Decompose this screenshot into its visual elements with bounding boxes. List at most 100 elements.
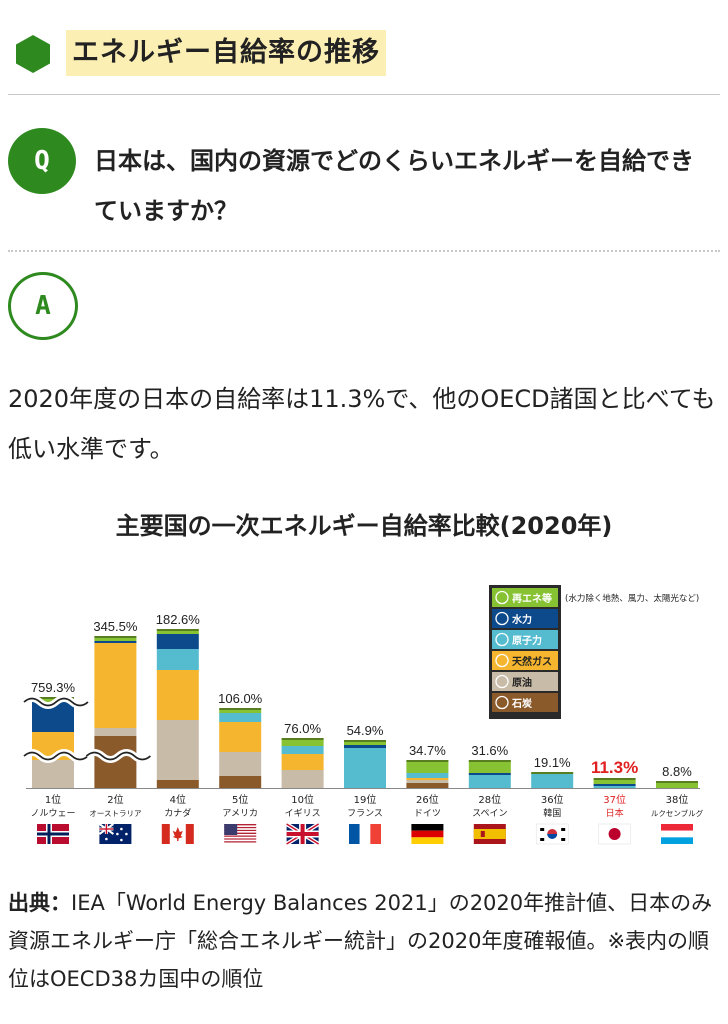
bar-segment-canada	[156, 670, 199, 720]
legend-swatch	[492, 630, 558, 649]
flag-spain-icon	[473, 824, 506, 844]
bar-top-edge	[406, 760, 449, 762]
bar-top-edge	[219, 708, 262, 710]
legend-icon	[495, 632, 509, 647]
tick-label-rank-france: 19位	[354, 793, 377, 806]
tick-label-rank-uk: 10位	[291, 793, 314, 806]
bar-segment-norway	[32, 760, 74, 788]
energy-self-sufficiency-chart: 759.3%1位ノルウェー345.5%2位オーストラリア182.6%4位カナダ1…	[21, 585, 704, 846]
tick-label-country-uk: イギリス	[285, 808, 321, 819]
bar-segment-canada	[156, 629, 199, 634]
title-highlight: エネルギー自給率の推移	[66, 30, 386, 76]
data-label-canada: 182.6%	[156, 612, 201, 627]
bar-segment-spain	[468, 773, 511, 775]
legend-icon	[495, 653, 509, 668]
data-label-spain: 31.6%	[471, 743, 508, 758]
bar-segment-canada	[156, 780, 199, 788]
tick-label-rank-spain: 28位	[478, 793, 501, 806]
section-header: エネルギー自給率の推移	[0, 18, 728, 98]
tick-label-rank-norway: 1位	[45, 793, 61, 806]
legend-swatch	[492, 672, 558, 691]
data-label-norway: 759.3%	[31, 680, 76, 695]
hexagon-icon	[16, 35, 50, 73]
tick-label-rank-australia: 2位	[107, 793, 123, 806]
legend-note: (水力除く地熱、風力、太陽光など)	[565, 593, 699, 604]
data-label-korea: 19.1%	[534, 755, 571, 770]
bar-segment-usa	[219, 722, 262, 752]
tick-label-country-australia: オーストラリア	[89, 809, 141, 818]
data-label-luxembourg: 8.8%	[662, 764, 692, 779]
tick-label-country-japan: 日本	[606, 807, 624, 819]
legend-icon	[495, 674, 509, 689]
question-text: 日本は、国内の資源でどのくらいエネルギーを自給できていますか？	[94, 147, 694, 225]
flag-germany-icon	[411, 824, 444, 844]
tick-label-rank-korea: 36位	[541, 793, 564, 806]
bar-segment-japan	[593, 786, 636, 788]
tick-label-rank-canada: 4位	[170, 793, 186, 806]
bar-segment-germany	[406, 778, 449, 780]
bar-segment-luxembourg	[656, 781, 698, 788]
tick-label-rank-germany: 26位	[416, 793, 439, 806]
tick-label-country-usa: アメリカ	[222, 808, 258, 819]
bar-segment-japan	[593, 784, 636, 786]
chart-title: 主要国の一次エネルギー自給率比較(2020年)	[115, 512, 613, 540]
flag-norway-icon	[37, 824, 69, 844]
bar-top-edge	[281, 738, 324, 740]
tick-label-country-luxembourg: ルクセンブルグ	[651, 808, 704, 818]
tick-label-country-spain: スペイン	[472, 809, 507, 819]
tick-label-country-germany: ドイツ	[414, 809, 441, 819]
legend-swatch	[492, 651, 558, 670]
axis-break-mark	[85, 751, 151, 761]
bar-segment-spain	[468, 760, 511, 773]
legend-swatch	[492, 609, 558, 628]
bar-segment-australia	[94, 728, 137, 736]
tick-label-country-canada: カナダ	[164, 807, 191, 819]
legend-swatch	[492, 693, 558, 712]
legend-entry: 原子力	[512, 634, 542, 647]
bar-segment-australia	[94, 636, 137, 641]
flag-japan-icon	[598, 823, 631, 845]
bar-segment-uk	[281, 754, 324, 770]
bar-top-edge	[32, 697, 74, 699]
legend-entry: 天然ガス	[512, 655, 552, 668]
bar-segment-germany	[406, 780, 449, 783]
divider	[8, 94, 720, 95]
bar-segment-usa	[219, 752, 262, 776]
bar-top-edge	[468, 760, 511, 762]
flag-australia-icon	[98, 823, 132, 844]
bar-segment-germany	[406, 773, 449, 778]
legend-entry: 石炭	[511, 697, 532, 710]
flag-usa-icon	[224, 824, 257, 844]
data-label-germany: 34.7%	[409, 743, 446, 758]
flag-canada-icon	[161, 824, 194, 844]
bar-segment-france	[344, 740, 386, 745]
page-title: エネルギー自給率の推移	[72, 37, 380, 68]
source-text: IEA「World Energy Balances 2021」の2020年推計値…	[8, 891, 713, 991]
axis-break-mark	[23, 697, 89, 707]
bar-segment-spain	[468, 775, 511, 788]
flag-korea-icon	[535, 823, 569, 845]
data-label-australia: 345.5%	[93, 619, 138, 634]
bar-segment-germany	[406, 783, 449, 788]
source-note: 出典：IEA「World Energy Balances 2021」の2020年…	[8, 884, 720, 998]
tick-label-rank-luxembourg: 38位	[666, 793, 689, 806]
bar-top-edge	[531, 772, 574, 774]
bar-top-edge	[94, 636, 137, 638]
data-label-france: 54.9%	[347, 723, 384, 738]
tick-label-country-korea: 韓国	[543, 808, 561, 819]
bar-segment-canada	[156, 634, 199, 649]
legend-entry: 原油	[512, 676, 532, 689]
bar-segment-australia	[94, 643, 137, 728]
answer-badge: A	[8, 272, 78, 340]
legend-icon	[495, 695, 509, 710]
